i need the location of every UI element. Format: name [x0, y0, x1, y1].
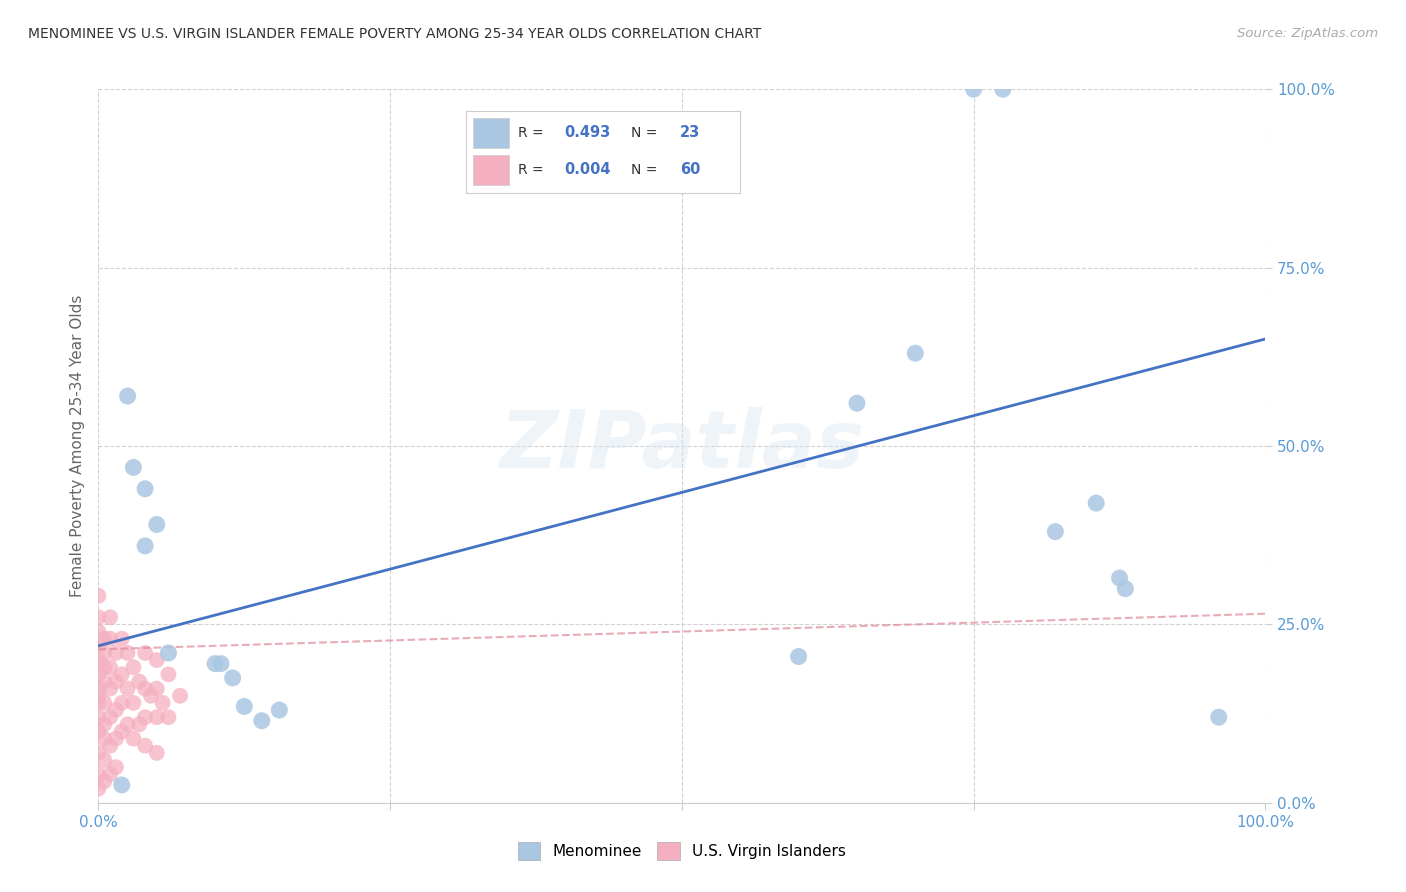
Point	[93, 646, 115, 660]
Point	[146, 517, 169, 532]
Point	[87, 589, 110, 603]
Point	[146, 746, 169, 760]
Point	[93, 774, 115, 789]
Point	[1108, 571, 1130, 585]
Point	[117, 681, 139, 696]
Point	[87, 624, 110, 639]
Y-axis label: Female Poverty Among 25-34 Year Olds: Female Poverty Among 25-34 Year Olds	[69, 295, 84, 597]
Point	[93, 632, 115, 646]
Text: Source: ZipAtlas.com: Source: ZipAtlas.com	[1237, 27, 1378, 40]
Point	[962, 82, 984, 96]
Point	[87, 724, 110, 739]
Point	[134, 739, 156, 753]
Point	[128, 674, 150, 689]
Point	[111, 632, 134, 646]
Point	[104, 760, 127, 774]
Point	[87, 696, 110, 710]
Point	[146, 653, 169, 667]
Point	[157, 710, 180, 724]
Point	[98, 632, 121, 646]
Point	[134, 646, 156, 660]
Point	[128, 717, 150, 731]
Point	[134, 710, 156, 724]
Point	[104, 674, 127, 689]
Point	[157, 667, 180, 681]
Point	[98, 610, 121, 624]
Point	[1114, 582, 1136, 596]
Point	[87, 681, 110, 696]
Point	[152, 696, 174, 710]
Point	[1085, 496, 1108, 510]
Point	[787, 649, 810, 664]
Point	[87, 610, 110, 624]
Point	[98, 739, 121, 753]
Point	[122, 696, 145, 710]
Point	[111, 667, 134, 681]
Point	[93, 696, 115, 710]
Point	[1208, 710, 1230, 724]
Point	[98, 710, 121, 724]
Point	[221, 671, 243, 685]
Point	[146, 710, 169, 724]
Point	[233, 699, 256, 714]
Point	[87, 710, 110, 724]
Point	[104, 731, 127, 746]
Point	[87, 746, 110, 760]
Point	[904, 346, 927, 360]
Point	[104, 703, 127, 717]
Point	[117, 646, 139, 660]
Point	[111, 696, 134, 710]
Point	[93, 731, 115, 746]
Point	[104, 646, 127, 660]
Point	[117, 389, 139, 403]
Point	[87, 667, 110, 681]
Point	[98, 767, 121, 781]
Point	[134, 539, 156, 553]
Point	[93, 753, 115, 767]
Point	[87, 689, 110, 703]
Point	[87, 639, 110, 653]
Point	[98, 681, 121, 696]
Point	[134, 681, 156, 696]
Point	[87, 781, 110, 796]
Text: MENOMINEE VS U.S. VIRGIN ISLANDER FEMALE POVERTY AMONG 25-34 YEAR OLDS CORRELATI: MENOMINEE VS U.S. VIRGIN ISLANDER FEMALE…	[28, 27, 762, 41]
Point	[93, 717, 115, 731]
Point	[93, 674, 115, 689]
Point	[122, 731, 145, 746]
Point	[250, 714, 273, 728]
Point	[122, 460, 145, 475]
Point	[139, 689, 162, 703]
Point	[87, 653, 110, 667]
Point	[846, 396, 869, 410]
Point	[87, 767, 110, 781]
Point	[991, 82, 1014, 96]
Point	[134, 482, 156, 496]
Point	[93, 660, 115, 674]
Point	[111, 724, 134, 739]
Point	[111, 778, 134, 792]
Point	[1045, 524, 1067, 539]
Point	[169, 689, 191, 703]
Point	[269, 703, 291, 717]
Text: ZIPatlas: ZIPatlas	[499, 407, 865, 485]
Point	[98, 660, 121, 674]
Point	[146, 681, 169, 696]
Point	[204, 657, 226, 671]
Point	[117, 717, 139, 731]
Point	[209, 657, 232, 671]
Point	[157, 646, 180, 660]
Point	[122, 660, 145, 674]
Legend: Menominee, U.S. Virgin Islanders: Menominee, U.S. Virgin Islanders	[512, 836, 852, 866]
